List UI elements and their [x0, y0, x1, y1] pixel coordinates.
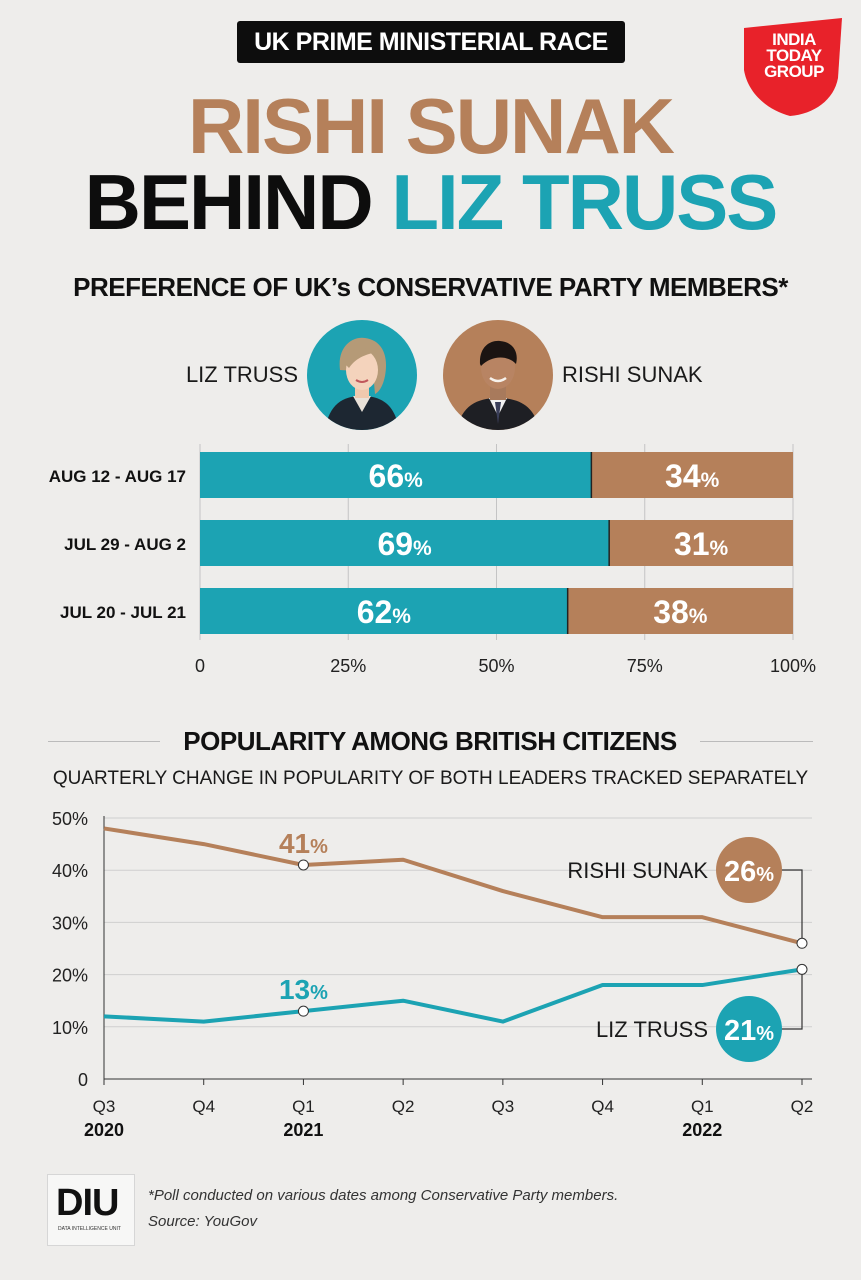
line-annotation: 41%: [279, 828, 328, 859]
bar-value-label: 38%: [653, 594, 708, 630]
line-x-tick-label: Q1: [292, 1097, 315, 1116]
logo-text-line: TODAY: [766, 46, 822, 65]
bar-segment-truss: [200, 520, 610, 566]
line-annotation: 13%: [279, 974, 328, 1005]
end-value-badge: [716, 837, 782, 903]
diu-logo-caption: DATA INTELLIGENCE UNIT: [58, 1226, 121, 1232]
logo-text-line: GROUP: [764, 62, 824, 81]
line-y-tick-label: 20%: [52, 966, 88, 986]
end-value-label: 21%: [724, 1015, 774, 1047]
line-marker: [796, 963, 808, 975]
end-value-badge: [716, 996, 782, 1062]
line-y-tick-label: 50%: [52, 809, 88, 829]
line-x-tick-label: Q2: [392, 1097, 415, 1116]
headline-line-2: BEHIND LIZ TRUSS: [0, 160, 861, 244]
line-year-label: 2022: [682, 1120, 722, 1140]
kicker-banner: UK PRIME MINISTERIAL RACE: [237, 21, 625, 63]
section-2-subtitle: QUARTERLY CHANGE IN POPULARITY OF BOTH L…: [52, 768, 809, 789]
bar-x-tick-label: 75%: [627, 656, 663, 676]
logo-text: INDIA TODAY GROUP: [746, 30, 842, 81]
line-x-tick-label: Q4: [192, 1097, 215, 1116]
line-series-truss: [103, 967, 803, 1024]
india-today-group-logo: INDIA TODAY GROUP: [738, 14, 848, 118]
end-value-label: 26%: [724, 856, 774, 888]
end-series-name: LIZ TRUSS: [596, 1017, 708, 1042]
line-y-tick-label: 40%: [52, 861, 88, 881]
line-marker: [796, 937, 808, 949]
bar-x-tick-label: 100%: [770, 656, 816, 676]
bar-category-label: JUL 29 - AUG 2: [64, 535, 186, 554]
truss-name-label: LIZ TRUSS: [185, 362, 298, 387]
bar-category-label: AUG 12 - AUG 17: [49, 467, 186, 486]
bar-segment-truss: [200, 452, 592, 498]
bar-category-label: JUL 20 - JUL 21: [60, 603, 186, 622]
line-x-tick-label: Q2: [791, 1097, 814, 1116]
line-y-tick-label: 30%: [52, 913, 88, 933]
logo-text-line: INDIA: [772, 30, 816, 49]
popularity-line-chart: 0 10% 20% 30% 40% 50% Q3 Q4 Q1 Q2 Q3 Q4 Q1 Q2 2020 2021…: [52, 809, 814, 1140]
preference-bar-chart: AUG 12 - AUG 17 66% 34% JUL 29 - AUG 2 69% 31…: [49, 444, 816, 676]
footnote: *Poll conducted on various dates among C…: [148, 1187, 619, 1204]
bar-x-tick-label: 25%: [330, 656, 366, 676]
line-x-tick-label: Q1: [691, 1097, 714, 1116]
bar-value-label: 66%: [369, 458, 424, 494]
headline-behind: BEHIND: [84, 158, 374, 246]
end-label-leader: [779, 969, 803, 1030]
diu-logo-text: DIU: [56, 1182, 119, 1224]
source-note: Source: YouGov: [148, 1213, 257, 1230]
bar-value-label: 34%: [665, 458, 720, 494]
end-label-leader: [779, 869, 803, 944]
line-marker: [297, 1005, 309, 1017]
line-year-label: 2021: [283, 1120, 323, 1140]
bar-x-tick-label: 0: [195, 656, 205, 676]
line-x-tick-label: Q3: [93, 1097, 116, 1116]
truss-avatar: [307, 320, 417, 430]
headline-liz-truss: LIZ TRUSS: [391, 158, 778, 246]
bar-value-label: 62%: [357, 594, 412, 630]
bar-segment-sunak: [567, 588, 793, 634]
line-year-label: 2020: [84, 1120, 124, 1140]
bar-segment-truss: [200, 588, 568, 634]
line-x-tick-label: Q3: [492, 1097, 515, 1116]
line-x-tick-label: Q4: [591, 1097, 614, 1116]
line-y-tick-label: 10%: [52, 1018, 88, 1038]
end-series-name: RISHI SUNAK: [567, 858, 708, 883]
section-1-title: PREFERENCE OF UK’s CONSERVATIVE PARTY ME…: [73, 272, 788, 302]
bar-x-tick-label: 50%: [478, 656, 514, 676]
diu-logo: DIU DATA INTELLIGENCE UNIT: [47, 1174, 135, 1246]
line-y-tick-label: 0: [78, 1070, 88, 1090]
headline-line-1: RISHI SUNAK: [187, 82, 675, 170]
section-2-title: POPULARITY AMONG BRITISH CITIZENS: [160, 724, 700, 758]
sunak-name-label: RISHI SUNAK: [562, 362, 703, 387]
bar-value-label: 69%: [377, 526, 432, 562]
line-marker: [297, 859, 309, 871]
bar-segment-sunak: [609, 520, 793, 566]
bar-segment-sunak: [591, 452, 793, 498]
bar-value-label: 31%: [674, 526, 729, 562]
line-series-sunak: [103, 826, 803, 946]
logo-shape-icon: [744, 18, 842, 116]
sunak-avatar: [443, 320, 553, 430]
